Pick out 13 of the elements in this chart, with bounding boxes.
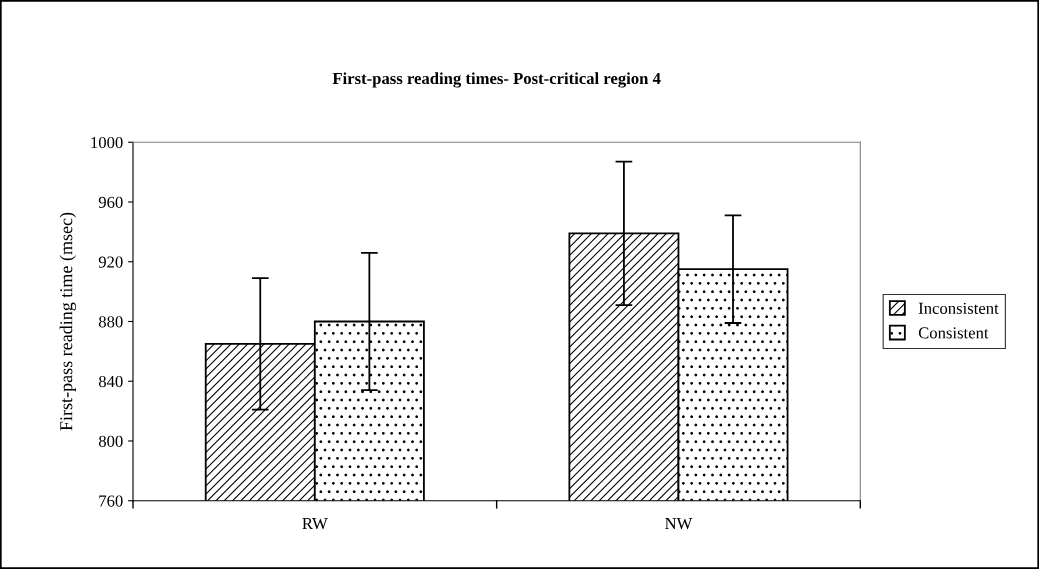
y-tick-label: 880 — [98, 316, 123, 328]
legend-label: Consistent — [918, 327, 989, 339]
x-tick-label: NW — [665, 518, 693, 530]
y-tick-label: 960 — [98, 196, 123, 208]
y-tick-label: 1000 — [91, 136, 123, 149]
y-axis-title: First-pass reading time (msec) — [59, 212, 77, 431]
y-tick-label: 840 — [98, 375, 123, 388]
y-tick-label: 760 — [99, 495, 123, 507]
y-tick-label: 920 — [98, 256, 123, 268]
legend-label: Inconsistent — [918, 302, 999, 314]
x-tick-label: RW — [302, 518, 328, 530]
y-tick-label: 800 — [98, 435, 123, 447]
chart-title: First-pass reading times- Post-critical region 4 — [332, 72, 661, 88]
